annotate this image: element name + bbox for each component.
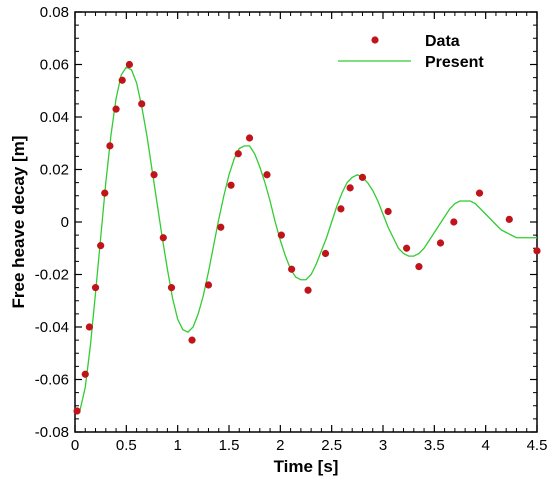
data-point xyxy=(112,105,120,113)
legend-data-marker xyxy=(371,36,379,44)
x-tick-label: 4.5 xyxy=(527,437,548,454)
data-point xyxy=(159,234,167,242)
data-point xyxy=(337,205,345,213)
data-point xyxy=(304,286,312,294)
y-tick-label: 0 xyxy=(61,214,69,231)
data-point xyxy=(346,184,354,192)
y-tick-label: -0.08 xyxy=(35,424,69,441)
data-point xyxy=(415,263,423,271)
data-point xyxy=(125,60,134,69)
series-data xyxy=(73,60,541,415)
legend: Data Present xyxy=(338,33,484,71)
data-point xyxy=(91,284,100,292)
plot-area: 0 0.5 1 1.5 2 2.5 3 3.5 4 4.5 -0.08 -0.06 -0.04 -0.02… xyxy=(35,4,548,454)
data-point xyxy=(321,249,330,258)
data-point xyxy=(533,247,541,255)
data-point xyxy=(263,171,271,179)
data-point xyxy=(450,218,458,226)
y-tick-label: 0.04 xyxy=(40,109,69,126)
data-point xyxy=(97,242,105,250)
data-point xyxy=(106,142,114,150)
y-tick-label: 0.02 xyxy=(40,162,69,179)
y-tick-label: -0.02 xyxy=(35,267,69,284)
x-tick-label: 2.5 xyxy=(321,437,342,454)
x-tick-label: 0.5 xyxy=(116,437,137,454)
y-axis-title: Free heave decay [m] xyxy=(9,136,28,309)
y-tick-label: 0.08 xyxy=(40,4,69,21)
data-point xyxy=(227,181,235,189)
data-point xyxy=(138,100,146,108)
y-tick-label: 0.06 xyxy=(40,57,69,74)
plot-frame xyxy=(74,11,538,433)
data-point xyxy=(217,223,225,231)
x-tick-label: 4 xyxy=(481,437,489,454)
data-point xyxy=(384,207,392,216)
data-point xyxy=(85,323,93,331)
legend-present-label: Present xyxy=(425,54,484,71)
x-tick-label: 1.5 xyxy=(219,437,240,454)
present-line xyxy=(74,66,537,412)
data-point xyxy=(505,215,513,223)
data-point xyxy=(73,407,81,415)
x-tick-label: 1 xyxy=(173,437,181,454)
y-tick-label: -0.06 xyxy=(35,372,69,389)
x-tick-label: 2 xyxy=(276,437,284,454)
data-point xyxy=(288,265,296,273)
x-tick-label: 0 xyxy=(71,437,79,454)
x-axis-title: Time [s] xyxy=(274,457,339,476)
data-point xyxy=(358,173,367,181)
legend-data-label: Data xyxy=(425,33,460,50)
data-point xyxy=(436,239,445,247)
x-tick-label: 3 xyxy=(379,437,387,454)
data-point xyxy=(118,76,126,84)
data-point xyxy=(167,284,176,292)
data-point xyxy=(188,336,196,344)
data-point xyxy=(234,150,242,158)
data-point xyxy=(403,244,411,252)
data-point xyxy=(475,189,484,197)
data-point xyxy=(245,134,254,142)
data-point xyxy=(204,281,213,289)
data-point xyxy=(277,231,285,239)
series-present xyxy=(74,66,537,412)
data-point xyxy=(81,370,89,378)
data-point xyxy=(150,171,158,179)
ticks: 0 0.5 1 1.5 2 2.5 3 3.5 4 4.5 -0.08 -0.06 -0.04 -0.02… xyxy=(35,4,548,454)
x-tick-label: 3.5 xyxy=(424,437,445,454)
y-tick-label: -0.04 xyxy=(35,319,69,336)
data-point xyxy=(101,189,109,197)
